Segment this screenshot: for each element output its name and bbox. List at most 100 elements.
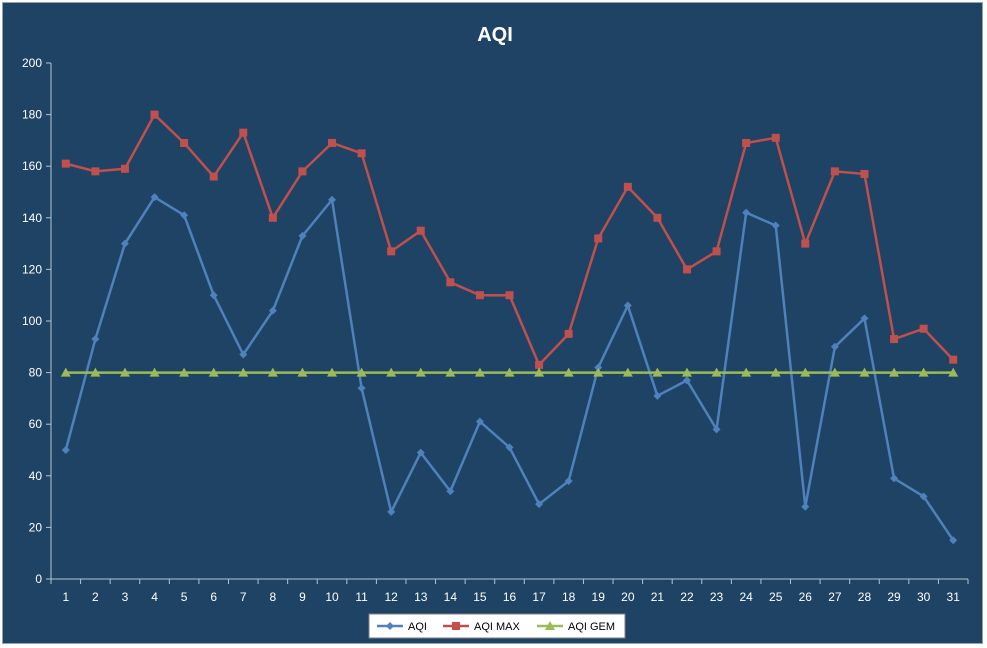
data-point-aqi-gem (770, 367, 781, 377)
data-point-aqi-gem (415, 367, 426, 377)
data-point-aqi-gem (681, 367, 692, 377)
x-tick-label: 28 (858, 590, 872, 604)
x-tick-label: 6 (210, 590, 217, 604)
data-point-aqi (446, 487, 455, 496)
data-point-aqi-gem (238, 367, 249, 377)
data-point-aqi (505, 443, 514, 452)
data-point-aqi (120, 239, 129, 248)
data-point-aqi-max (239, 128, 248, 137)
data-point-aqi-gem (652, 367, 663, 377)
x-tick-label: 9 (299, 590, 306, 604)
data-point-aqi (298, 231, 307, 240)
data-point-aqi-max (771, 133, 780, 142)
x-tick-label: 20 (621, 590, 635, 604)
data-point-aqi (387, 507, 396, 516)
x-tick-label: 25 (769, 590, 783, 604)
data-point-aqi (653, 391, 662, 400)
data-point-aqi-gem (593, 367, 604, 377)
data-point-aqi-gem (829, 367, 840, 377)
data-point-aqi-gem (474, 367, 485, 377)
legend-label: AQI MAX (474, 621, 521, 633)
data-point-aqi-max (446, 278, 455, 287)
series-aqi-gem (60, 367, 959, 377)
data-point-aqi (830, 342, 839, 351)
data-point-aqi (180, 211, 189, 220)
series-aqi (61, 193, 958, 545)
data-point-aqi-max (120, 164, 129, 173)
x-tick-label: 10 (325, 590, 339, 604)
y-tick-label: 120 (22, 262, 42, 276)
legend-label: AQI (408, 621, 427, 633)
data-point-aqi-max (180, 138, 189, 147)
data-point-aqi-gem (711, 367, 722, 377)
data-point-aqi-max (890, 335, 899, 344)
y-tick-label: 80 (29, 366, 43, 380)
legend: AQI AQI MAX AQI GEM (368, 613, 626, 639)
data-point-aqi-max (505, 291, 514, 300)
y-tick-label: 160 (22, 159, 42, 173)
legend-marker (386, 622, 394, 630)
data-point-aqi (564, 476, 573, 485)
data-point-aqi (475, 417, 484, 426)
data-point-aqi-gem (179, 367, 190, 377)
data-point-aqi-gem (327, 367, 338, 377)
data-point-aqi (949, 536, 958, 545)
data-point-aqi-gem (208, 367, 219, 377)
data-point-aqi (623, 301, 632, 310)
legend-item-aqi: AQI (377, 621, 427, 633)
data-point-aqi (416, 448, 425, 457)
x-tick-label: 11 (355, 590, 368, 604)
data-point-aqi-gem (267, 367, 278, 377)
x-tick-label: 4 (151, 590, 158, 604)
data-point-aqi-gem (948, 367, 959, 377)
data-point-aqi (209, 291, 218, 300)
data-point-aqi-gem (563, 367, 574, 377)
data-point-aqi-max (623, 182, 632, 191)
data-point-aqi-max (742, 138, 751, 147)
data-point-aqi-gem (445, 367, 456, 377)
data-point-aqi (535, 500, 544, 509)
legend-label: AQI GEM (568, 621, 615, 633)
x-tick-label: 21 (651, 590, 665, 604)
data-point-aqi-max (535, 360, 544, 369)
data-point-aqi (61, 446, 70, 454)
data-point-aqi-max (91, 167, 100, 176)
data-point-aqi-gem (90, 367, 101, 377)
series-line-aqi-max (65, 113, 955, 367)
data-point-aqi-max (209, 172, 218, 181)
data-point-aqi-max (357, 149, 366, 158)
data-point-aqi-gem (859, 367, 870, 377)
data-point-aqi-max (594, 234, 603, 243)
x-tick-label: 13 (414, 590, 428, 604)
data-point-aqi-gem (534, 367, 545, 377)
data-point-aqi-max (830, 167, 839, 176)
data-point-aqi-gem (800, 367, 811, 377)
x-tick-label: 7 (240, 590, 247, 604)
legend-box (368, 613, 626, 639)
x-tick-label: 15 (473, 590, 487, 604)
y-tick-label: 180 (22, 108, 42, 122)
legend-marker (452, 622, 460, 630)
legend-marker (545, 621, 555, 630)
y-tick-label: 200 (22, 56, 42, 70)
legend-item-aqi-max: AQI MAX (443, 621, 521, 633)
series-layer (60, 110, 959, 545)
x-tick-label: 19 (592, 590, 606, 604)
x-tick-label: 14 (444, 590, 458, 604)
x-tick-label: 26 (799, 590, 813, 604)
y-tick-label: 0 (35, 572, 42, 586)
data-point-aqi-max (801, 239, 810, 248)
data-point-aqi-gem (356, 367, 367, 377)
data-point-aqi (150, 193, 159, 202)
x-tick-label: 5 (181, 590, 188, 604)
data-point-aqi-max (919, 324, 928, 333)
data-point-aqi-gem (889, 367, 900, 377)
x-tick-label: 29 (887, 590, 901, 604)
y-tick-label: 40 (29, 469, 43, 483)
data-point-aqi-max (682, 265, 691, 274)
data-point-aqi-max (860, 169, 869, 178)
data-point-aqi-max (328, 138, 337, 147)
data-point-aqi (239, 350, 248, 359)
